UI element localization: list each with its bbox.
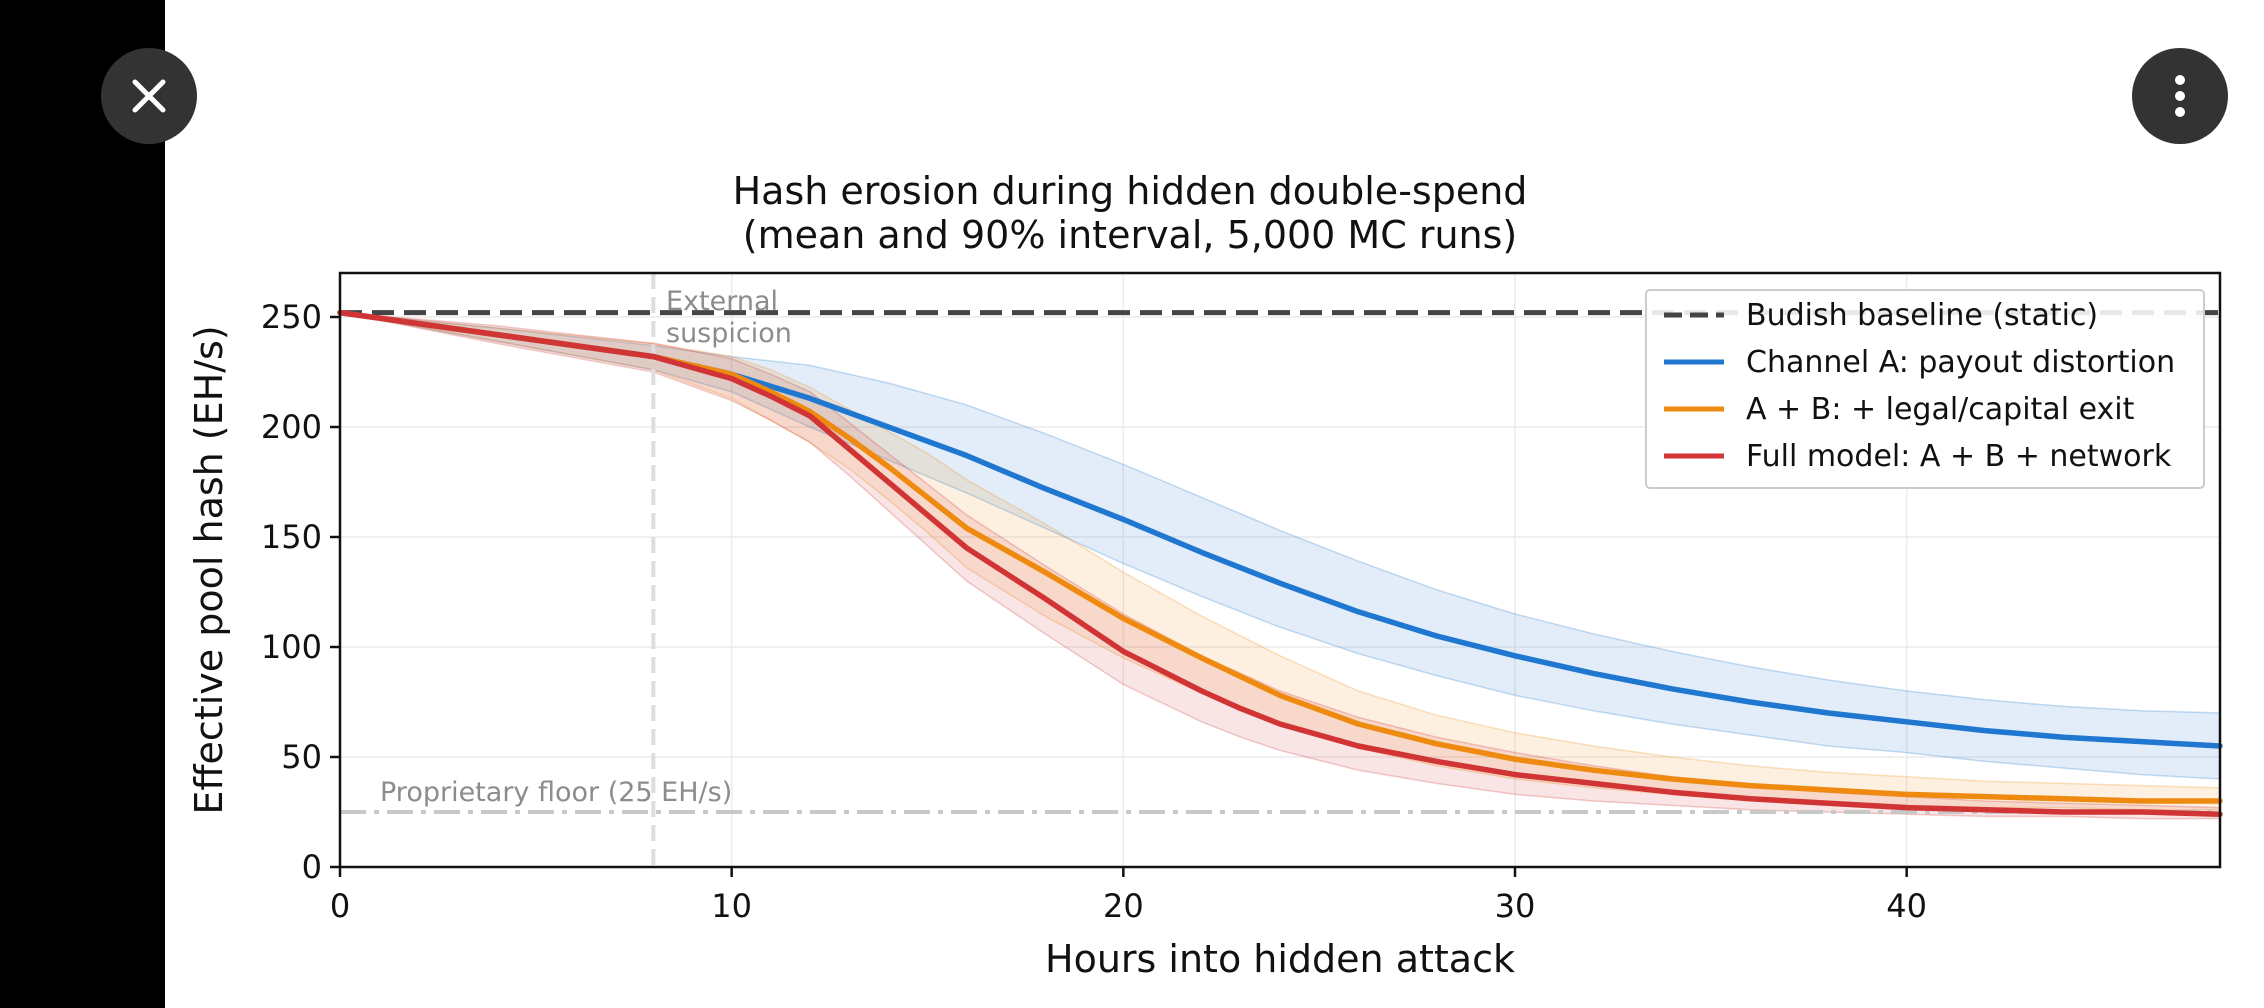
x-tick-label-10: 10: [711, 887, 752, 925]
line-full-model: [337, 309, 2223, 817]
floor-label: Proprietary floor (25 EH/s): [380, 777, 732, 808]
y-axis-label: Effective pool hash (EH/s): [187, 325, 231, 814]
x-tick-label-30: 30: [1495, 887, 1536, 925]
legend: Budish baseline (static) Channel A: payo…: [1645, 289, 2205, 489]
x-axis-label: Hours into hidden attack: [1045, 937, 1515, 981]
line-a-plus-b: [337, 309, 2223, 804]
more-vertical-icon: [2175, 75, 2185, 117]
x-tick-label-0: 0: [330, 887, 350, 925]
y-tick-label-0: 0: [302, 848, 322, 886]
legend-label-baseline: Budish baseline (static): [1746, 298, 2098, 333]
plot-frame: [338, 271, 2222, 869]
y-tick-label-50: 50: [281, 738, 322, 776]
close-button[interactable]: [101, 48, 197, 144]
series-lines: [337, 309, 2223, 817]
legend-label-a-plus-b: A + B: + legal/capital exit: [1746, 392, 2135, 427]
x-tick-label-20: 20: [1103, 887, 1144, 925]
chart-title-line-2: (mean and 90% interval, 5,000 MC runs): [743, 213, 1518, 257]
reference-lines: [340, 273, 2220, 867]
y-tick-label-200: 200: [261, 408, 322, 446]
line-channel-a: [337, 309, 2223, 749]
close-icon: [132, 79, 166, 113]
more-options-button[interactable]: [2132, 48, 2228, 144]
suspicion-label-line-2: suspicion: [666, 318, 792, 349]
y-tick-label-250: 250: [261, 298, 322, 336]
suspicion-label-line-1: External: [666, 286, 778, 317]
legend-label-full-model: Full model: A + B + network: [1746, 439, 2172, 474]
x-tick-label-40: 40: [1886, 887, 1927, 925]
y-tick-label-150: 150: [261, 518, 322, 556]
axis-ticks: 0 10 20 30 40 0 50 100 150 200 250: [261, 298, 1927, 925]
chart-title-line-1: Hash erosion during hidden double-spend: [733, 169, 1528, 213]
viewer-left-margin: [0, 0, 165, 1008]
y-tick-label-100: 100: [261, 628, 322, 666]
image-canvas: [165, 0, 2264, 1008]
legend-label-channel-a: Channel A: payout distortion: [1746, 345, 2175, 380]
legend-box: [1645, 289, 2205, 489]
